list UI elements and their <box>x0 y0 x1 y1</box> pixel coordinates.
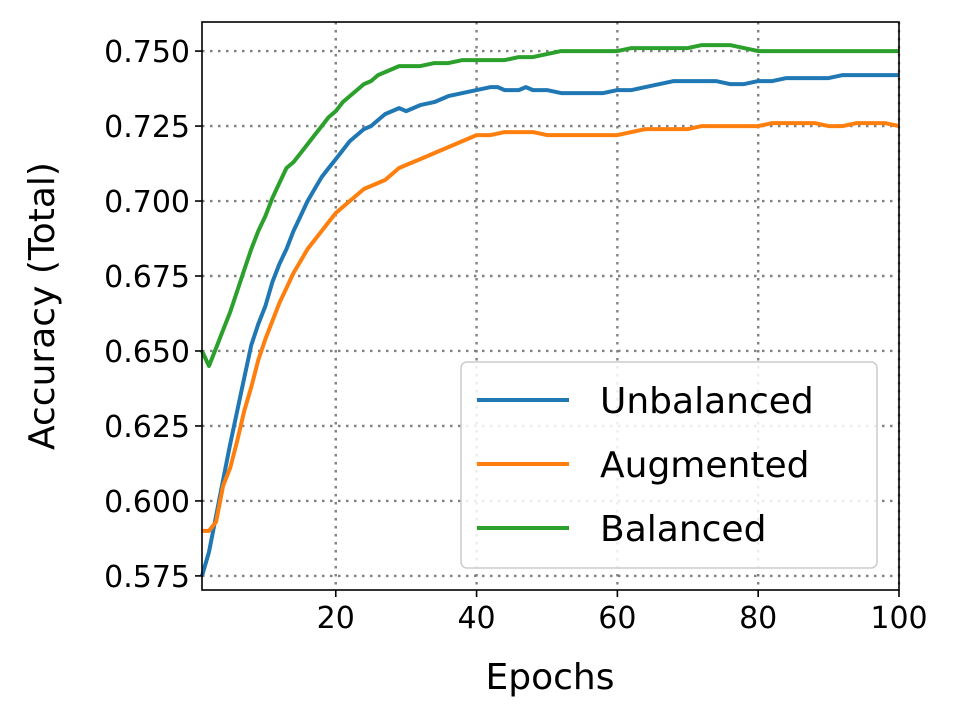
x-axis-ticks: 20 40 60 80 100 <box>317 590 928 636</box>
x-axis-label: Epochs <box>486 657 615 698</box>
legend-label-balanced: Balanced <box>600 509 766 550</box>
series-lines <box>200 43 900 577</box>
x-tick-label: 100 <box>870 601 927 636</box>
x-tick-label: 80 <box>739 601 777 636</box>
y-tick-label: 0.600 <box>104 485 190 520</box>
x-tick-label: 20 <box>317 601 355 636</box>
y-axis-label: Accuracy (Total) <box>22 162 63 450</box>
series-line-unbalanced <box>200 73 899 577</box>
x-tick-label: 60 <box>598 601 636 636</box>
y-axis-ticks: 0.575 0.600 0.625 0.650 0.675 0.700 0.725 0.750 <box>104 35 202 595</box>
legend: Unbalanced Augmented Balanced <box>460 361 878 569</box>
y-tick-label: 0.750 <box>104 35 190 70</box>
legend-label-augmented: Augmented <box>600 445 809 486</box>
y-tick-label: 0.650 <box>104 335 190 370</box>
y-tick-label: 0.625 <box>104 410 190 445</box>
legend-box <box>460 361 878 569</box>
series-line-balanced <box>200 43 899 368</box>
y-tick-label: 0.675 <box>104 260 190 295</box>
y-tick-label: 0.700 <box>104 185 190 220</box>
series-line-augmented <box>202 121 900 533</box>
plot-frame <box>201 21 900 591</box>
y-tick-label: 0.575 <box>104 560 190 595</box>
y-tick-label: 0.725 <box>104 110 190 145</box>
x-tick-label: 40 <box>457 601 495 636</box>
legend-label-unbalanced: Unbalanced <box>600 381 814 422</box>
